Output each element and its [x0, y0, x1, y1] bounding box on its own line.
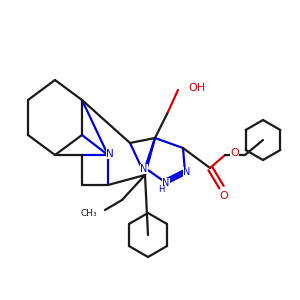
Text: H: H	[158, 185, 164, 194]
Text: OH: OH	[188, 83, 205, 93]
Text: N: N	[183, 167, 191, 177]
Text: O: O	[220, 191, 228, 201]
Text: N: N	[106, 149, 114, 159]
Text: N: N	[162, 178, 170, 188]
Text: CH₃: CH₃	[80, 208, 97, 217]
Text: O: O	[230, 148, 239, 158]
Text: N: N	[140, 164, 148, 174]
